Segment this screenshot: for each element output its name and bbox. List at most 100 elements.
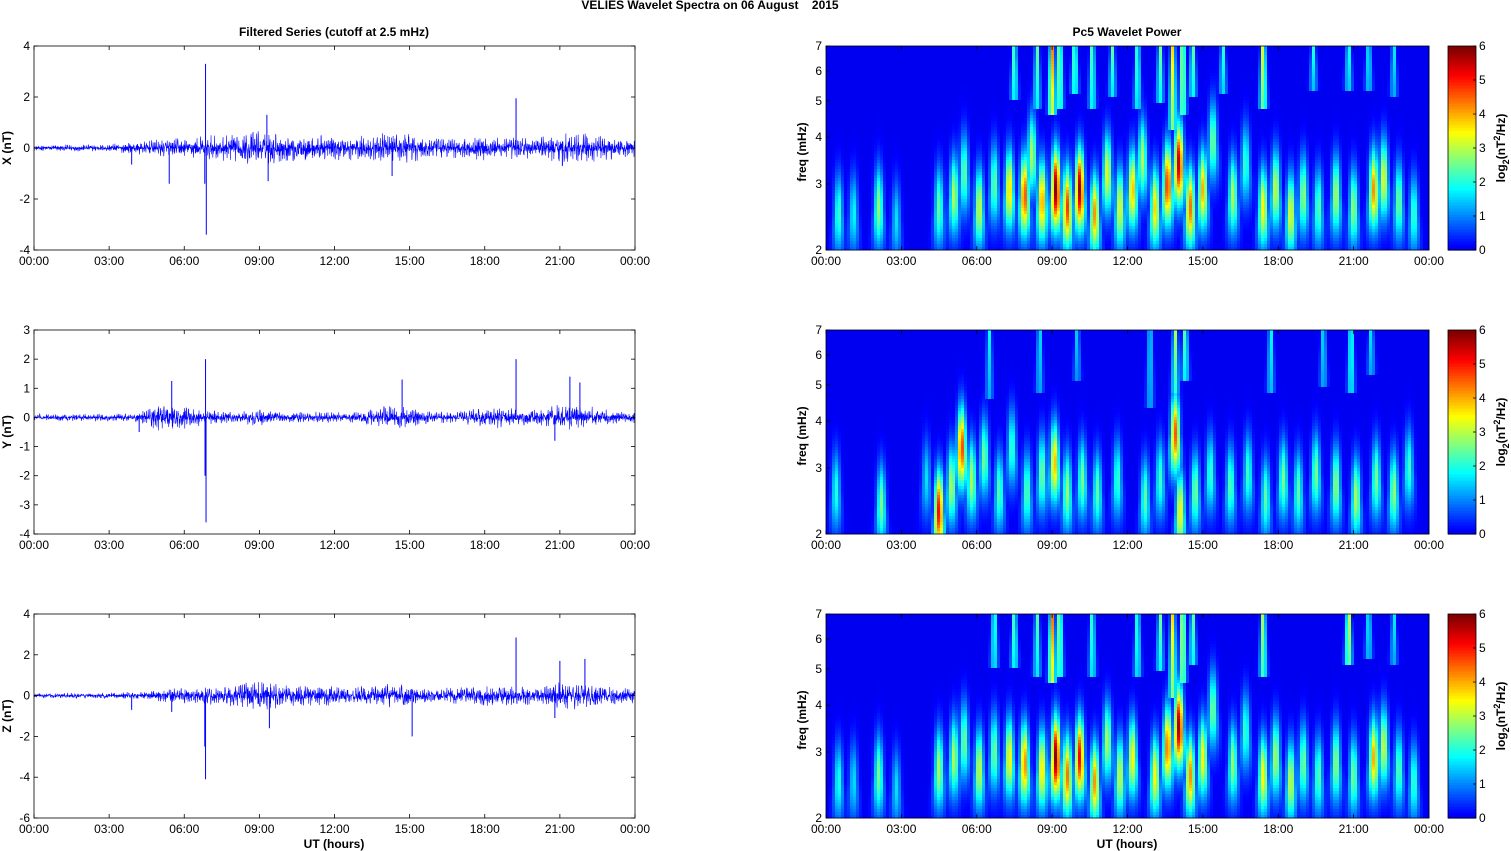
y-tick-label: -4	[19, 527, 30, 541]
x-tick-label: 03:00	[94, 822, 124, 836]
x-tick-label: 12:00	[1112, 254, 1142, 268]
y-tick-label: 4	[815, 414, 822, 428]
y-tick-label: 0	[23, 141, 30, 155]
x-tick-label: 15:00	[1188, 822, 1218, 836]
y-tick-label: 6	[815, 64, 822, 78]
x-tick-label: 09:00	[1037, 538, 1067, 552]
y-tick-label: 4	[815, 130, 822, 144]
colorbar-tick-label: 0	[1479, 243, 1486, 257]
x-tick-label: 00:00	[19, 822, 49, 836]
x-tick-label: 00:00	[811, 822, 841, 836]
y-tick-label: 1	[23, 381, 30, 395]
left-column-title: Filtered Series (cutoff at 2.5 mHz)	[239, 25, 429, 39]
x-tick-label: 09:00	[244, 822, 274, 836]
plot-area	[34, 330, 635, 534]
y-axis-label: freq (mHz)	[795, 122, 809, 181]
x-tick-label: 12:00	[319, 822, 349, 836]
y-tick-label: -4	[19, 770, 30, 784]
colorbar-tick-label: 1	[1479, 493, 1486, 507]
x-tick-label: 03:00	[886, 538, 916, 552]
x-tick-label: 09:00	[244, 254, 274, 268]
colorbar-tick-label: 2	[1479, 175, 1486, 189]
x-tick-label: 12:00	[319, 538, 349, 552]
x-tick-label: 12:00	[1112, 822, 1142, 836]
y-tick-label: -3	[19, 498, 30, 512]
x-tick-label: 15:00	[1188, 538, 1218, 552]
y-tick-label: 4	[815, 698, 822, 712]
x-tick-label: 09:00	[244, 538, 274, 552]
colorbar-label: log2(nT2/Hz)	[1492, 114, 1511, 183]
figure-title: VELIES Wavelet Spectra on 06 August 2015	[581, 0, 839, 12]
colorbar-tick-label: 5	[1479, 73, 1486, 87]
x-tick-label: 18:00	[1263, 822, 1293, 836]
x-tick-label: 00:00	[19, 254, 49, 268]
colorbar-tick-label: 0	[1479, 527, 1486, 541]
y-tick-label: 5	[815, 378, 822, 392]
y-tick-label: 7	[815, 39, 822, 53]
x-tick-label: 21:00	[545, 538, 575, 552]
y-tick-label: -2	[19, 729, 30, 743]
series-trace	[33, 405, 636, 431]
y-tick-label: 3	[815, 745, 822, 759]
colorbar-tick-label: 4	[1479, 391, 1486, 405]
x-tick-label: 21:00	[1339, 822, 1369, 836]
colorbar: 0 1 2 3 4 5 6 log2(nT2/Hz)	[1447, 39, 1511, 257]
y-axis-label: Z (nT)	[0, 699, 14, 732]
y-axis-label: X (nT)	[0, 131, 14, 165]
x-tick-label: 06:00	[169, 538, 199, 552]
y-tick-label: 2	[23, 352, 30, 366]
x-tick-label: 00:00	[620, 822, 650, 836]
y-tick-label: 5	[815, 662, 822, 676]
x-tick-label: 06:00	[169, 822, 199, 836]
x-tick-label: 15:00	[1188, 254, 1218, 268]
colorbar-tick-label: 3	[1479, 141, 1486, 155]
x-tick-label: 12:00	[1112, 538, 1142, 552]
y-tick-label: 3	[23, 323, 30, 337]
plot-area	[34, 614, 635, 818]
y-tick-label: 2	[815, 243, 822, 257]
y-tick-label: -2	[19, 469, 30, 483]
wavelet-power-image	[826, 330, 1430, 535]
x-tick-label: 06:00	[169, 254, 199, 268]
right-column-title: Pc5 Wavelet Power	[1073, 25, 1182, 39]
y-axis-label: freq (mHz)	[795, 690, 809, 749]
colorbar-tick-label: 3	[1479, 709, 1486, 723]
x-tick-label: 12:00	[319, 254, 349, 268]
y-tick-label: 2	[815, 811, 822, 825]
y-tick-label: 4	[23, 607, 30, 621]
series-trace	[33, 682, 636, 710]
y-tick-label: 5	[815, 94, 822, 108]
colorbar-tick-label: 6	[1479, 39, 1486, 53]
y-tick-label: 6	[815, 348, 822, 362]
y-axis-label: Y (nT)	[0, 415, 14, 449]
x-tick-label: 21:00	[545, 254, 575, 268]
x-tick-label: 21:00	[545, 822, 575, 836]
x-tick-label: 03:00	[94, 538, 124, 552]
y-tick-label: 7	[815, 607, 822, 621]
y-tick-label: 0	[23, 410, 30, 424]
colorbar-tick-label: 6	[1479, 607, 1486, 621]
x-tick-label: 18:00	[470, 254, 500, 268]
wavelet-power-image	[826, 614, 1430, 819]
x-tick-label: 15:00	[395, 538, 425, 552]
left-xlabel: UT (hours)	[304, 837, 365, 851]
x-tick-label: 15:00	[395, 254, 425, 268]
x-tick-label: 00:00	[811, 538, 841, 552]
colorbar-label: log2(nT2/Hz)	[1492, 398, 1511, 467]
colorbar-tick-label: 1	[1479, 209, 1486, 223]
x-tick-label: 18:00	[470, 538, 500, 552]
y-tick-label: 3	[815, 177, 822, 191]
x-tick-label: 03:00	[94, 254, 124, 268]
y-tick-label: -2	[19, 192, 30, 206]
x-tick-label: 00:00	[1414, 254, 1444, 268]
x-tick-label: 00:00	[1414, 538, 1444, 552]
y-tick-label: 0	[23, 689, 30, 703]
y-tick-label: 4	[23, 39, 30, 53]
colorbar-tick-label: 6	[1479, 323, 1486, 337]
x-tick-label: 18:00	[470, 822, 500, 836]
x-tick-label: 00:00	[620, 254, 650, 268]
y-tick-label: 3	[815, 461, 822, 475]
y-tick-label: 7	[815, 323, 822, 337]
x-tick-label: 03:00	[886, 254, 916, 268]
